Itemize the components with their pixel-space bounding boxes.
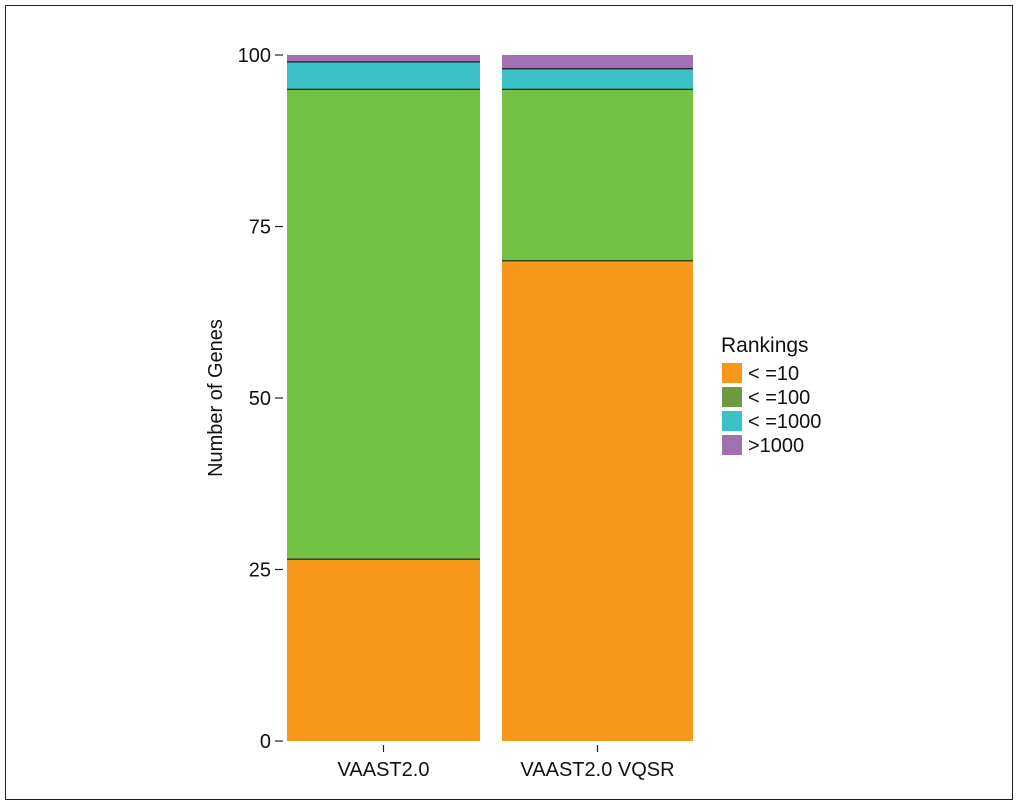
bars — [287, 55, 693, 741]
legend-swatch — [722, 387, 742, 407]
y-tick-label: 75 — [249, 217, 271, 239]
y-tick-label: 50 — [249, 388, 271, 410]
bar-stack — [502, 55, 693, 741]
y-tick-label: 0 — [260, 731, 271, 753]
bar-segment — [502, 89, 693, 261]
y-axis-title: Number of Genes — [205, 319, 227, 477]
legend-label: >1000 — [748, 435, 804, 457]
x-tick-label: VAAST2.0 VQSR — [520, 759, 674, 781]
legend-label: < =10 — [748, 363, 799, 385]
x-axis: VAAST2.0 VAAST2.0 VQSR — [338, 745, 675, 781]
legend-swatch — [722, 435, 742, 455]
y-tick-label: 100 — [238, 45, 271, 67]
legend-swatch — [722, 411, 742, 431]
bar-segment — [502, 68, 693, 90]
bar-segment — [502, 260, 693, 741]
x-tick-label: VAAST2.0 — [338, 759, 430, 781]
y-axis: 0 25 50 75 100 — [238, 45, 283, 753]
legend-title: Rankings — [721, 334, 809, 357]
legend-label: < =1000 — [748, 411, 821, 433]
bar-segment — [287, 559, 480, 741]
legend: Rankings < =10< =100< =1000>1000 — [721, 334, 821, 457]
bar-segment — [502, 55, 693, 69]
bar-segment — [287, 89, 480, 560]
bar-segment — [287, 55, 480, 62]
bar-stack — [287, 55, 480, 741]
legend-swatch — [722, 363, 742, 383]
legend-label: < =100 — [748, 387, 810, 409]
y-tick-label: 25 — [249, 560, 271, 582]
bar-segment — [287, 61, 480, 90]
